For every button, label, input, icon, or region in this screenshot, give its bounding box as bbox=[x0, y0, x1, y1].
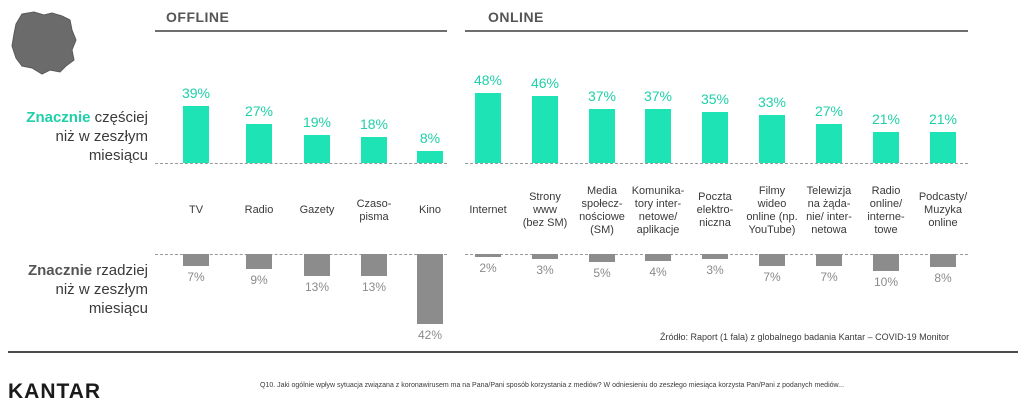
top-row-highlight: Znacznie bbox=[26, 109, 91, 126]
value-label-less-often: 9% bbox=[250, 273, 268, 287]
value-label-more-often: 33% bbox=[757, 94, 787, 110]
value-label-less-often: 8% bbox=[934, 271, 952, 285]
category-label: Internet bbox=[469, 204, 507, 216]
category-label: Radio bbox=[244, 204, 274, 216]
bar-more-often bbox=[930, 132, 956, 163]
category-label: Komunika- tory inter- netowe/ aplikacje bbox=[631, 185, 685, 236]
value-label-more-often: 21% bbox=[871, 111, 901, 127]
bar-less-often bbox=[702, 254, 728, 259]
value-label-less-often: 3% bbox=[536, 263, 554, 277]
value-label-less-often: 42% bbox=[417, 328, 443, 342]
top-row-text-1: częściej bbox=[90, 109, 148, 126]
bar-more-often bbox=[645, 109, 671, 163]
bar-more-often bbox=[702, 112, 728, 163]
bar-less-often bbox=[304, 254, 330, 276]
bar-more-often bbox=[873, 132, 899, 163]
bottom-row-text-3: miesiącu bbox=[88, 300, 148, 317]
bar-more-often bbox=[759, 115, 785, 163]
bar-more-often bbox=[816, 124, 842, 163]
bar-less-often bbox=[816, 254, 842, 266]
value-label-less-often: 10% bbox=[873, 275, 899, 289]
value-label-more-often: 21% bbox=[928, 111, 958, 127]
category-label: Strony www (bez SM) bbox=[522, 191, 568, 229]
value-label-less-often: 7% bbox=[820, 270, 838, 284]
value-label-more-often: 35% bbox=[700, 91, 730, 107]
value-label-less-often: 7% bbox=[187, 270, 205, 284]
offline-title: OFFLINE bbox=[166, 9, 230, 25]
category-label: Czaso- pisma bbox=[356, 198, 392, 223]
category-label: Filmy wideo online (np. YouTube) bbox=[746, 185, 798, 236]
value-label-more-often: 37% bbox=[587, 88, 617, 104]
top-baseline-offline bbox=[155, 163, 447, 164]
footer-divider bbox=[8, 351, 1018, 353]
value-label-more-often: 27% bbox=[244, 103, 274, 119]
bar-less-often bbox=[532, 254, 558, 259]
bar-more-often bbox=[589, 109, 615, 163]
bar-more-often bbox=[475, 93, 501, 163]
bar-more-often bbox=[246, 124, 272, 163]
bar-less-often bbox=[645, 254, 671, 261]
bar-less-often bbox=[183, 254, 209, 266]
kantar-logo: KANTAR bbox=[8, 380, 102, 403]
bar-more-often bbox=[417, 151, 443, 163]
category-label: Media społecz- nościowe (SM) bbox=[579, 185, 625, 236]
value-label-more-often: 8% bbox=[419, 130, 441, 146]
online-title: ONLINE bbox=[488, 9, 544, 25]
bottom-row-text-1: rzadziej bbox=[92, 262, 148, 279]
offline-line bbox=[155, 30, 447, 32]
value-label-more-often: 18% bbox=[359, 116, 389, 132]
category-label: Kino bbox=[418, 204, 442, 216]
source-note: Źródło: Raport (1 fala) z globalnego bad… bbox=[660, 332, 950, 342]
value-label-less-often: 13% bbox=[361, 280, 387, 294]
category-label: Gazety bbox=[299, 204, 335, 216]
bar-more-often bbox=[532, 96, 558, 163]
bar-less-often bbox=[930, 254, 956, 267]
bar-less-often bbox=[475, 254, 501, 257]
value-label-less-often: 4% bbox=[649, 265, 667, 279]
bottom-row-label: Znacznie rzadziej niż w zeszłym miesiącu bbox=[0, 261, 148, 318]
bottom-row-highlight: Znacznie bbox=[27, 262, 93, 279]
bar-more-often bbox=[183, 106, 209, 163]
category-label: Telewizja na żąda- nie/ inter- netowa bbox=[806, 185, 852, 236]
bar-less-often bbox=[361, 254, 387, 276]
bottom-row-text-2: niż w zeszłym bbox=[55, 281, 148, 298]
bar-more-often bbox=[361, 137, 387, 163]
value-label-more-often: 46% bbox=[530, 75, 560, 91]
value-label-more-often: 27% bbox=[814, 103, 844, 119]
value-label-more-often: 39% bbox=[181, 85, 211, 101]
top-baseline-online bbox=[465, 163, 968, 164]
value-label-more-often: 48% bbox=[473, 72, 503, 88]
value-label-less-often: 5% bbox=[593, 266, 611, 280]
bar-less-often bbox=[417, 254, 443, 324]
poland-map-icon bbox=[11, 11, 77, 75]
bar-less-often bbox=[589, 254, 615, 262]
top-row-text-2: niż w zeszłym bbox=[55, 128, 148, 145]
bottom-baseline-offline bbox=[155, 254, 447, 255]
category-label: Radio online/ interne- towe bbox=[867, 185, 905, 236]
online-line bbox=[465, 30, 968, 32]
value-label-more-often: 37% bbox=[643, 88, 673, 104]
question-text: Q10. Jaki ogólnie wpływ sytuacja związan… bbox=[260, 382, 845, 389]
category-label: Poczta elektro- niczna bbox=[696, 191, 734, 229]
top-row-text-3: miesiącu bbox=[88, 147, 148, 164]
bar-less-often bbox=[246, 254, 272, 269]
bar-more-often bbox=[304, 135, 330, 163]
category-label: Podcasty/ Muzyka online bbox=[918, 191, 968, 229]
top-row-label: Znacznie częściej niż w zeszłym miesiącu bbox=[0, 108, 148, 165]
category-label: TV bbox=[188, 204, 204, 216]
value-label-less-often: 13% bbox=[304, 280, 330, 294]
value-label-less-often: 3% bbox=[706, 263, 724, 277]
value-label-more-often: 19% bbox=[302, 114, 332, 130]
bar-less-often bbox=[873, 254, 899, 271]
value-label-less-often: 2% bbox=[479, 261, 497, 275]
bar-less-often bbox=[759, 254, 785, 266]
value-label-less-often: 7% bbox=[763, 270, 781, 284]
